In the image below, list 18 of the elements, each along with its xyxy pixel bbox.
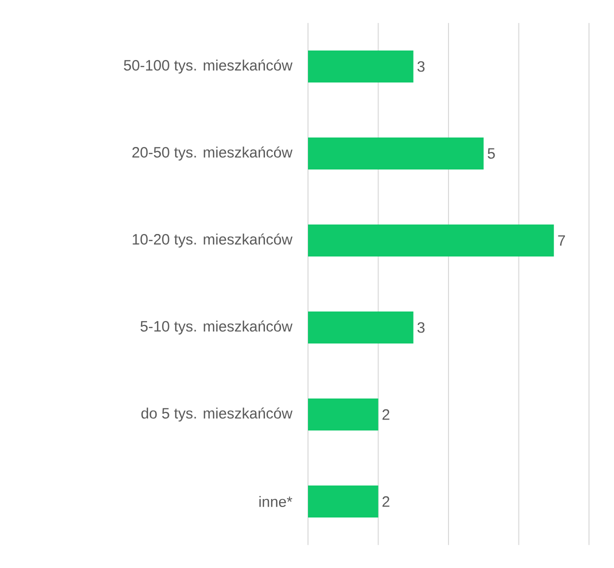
bar xyxy=(308,138,484,170)
data-label: 2 xyxy=(382,409,390,420)
data-label: 3 xyxy=(417,322,425,333)
bar xyxy=(308,312,414,344)
y-tick-label: 50-100 tys. mieszkańców xyxy=(124,59,292,74)
y-tick-label: inne* xyxy=(259,496,292,507)
y-tick-label: 5-10 tys. mieszkańców xyxy=(140,320,292,335)
data-label: 7 xyxy=(558,235,565,246)
bar xyxy=(308,50,414,82)
data-label: 5 xyxy=(488,148,495,159)
y-tick-label: 20-50 tys. mieszkańców xyxy=(132,146,292,161)
data-label: 2 xyxy=(382,496,390,507)
data-label: 3 xyxy=(417,61,425,72)
bar xyxy=(308,224,554,257)
bar xyxy=(308,398,378,431)
bar xyxy=(308,486,378,518)
y-tick-label: 10-20 tys. mieszkańców xyxy=(132,233,292,248)
y-tick-label: do 5 tys. mieszkańców xyxy=(141,407,292,422)
